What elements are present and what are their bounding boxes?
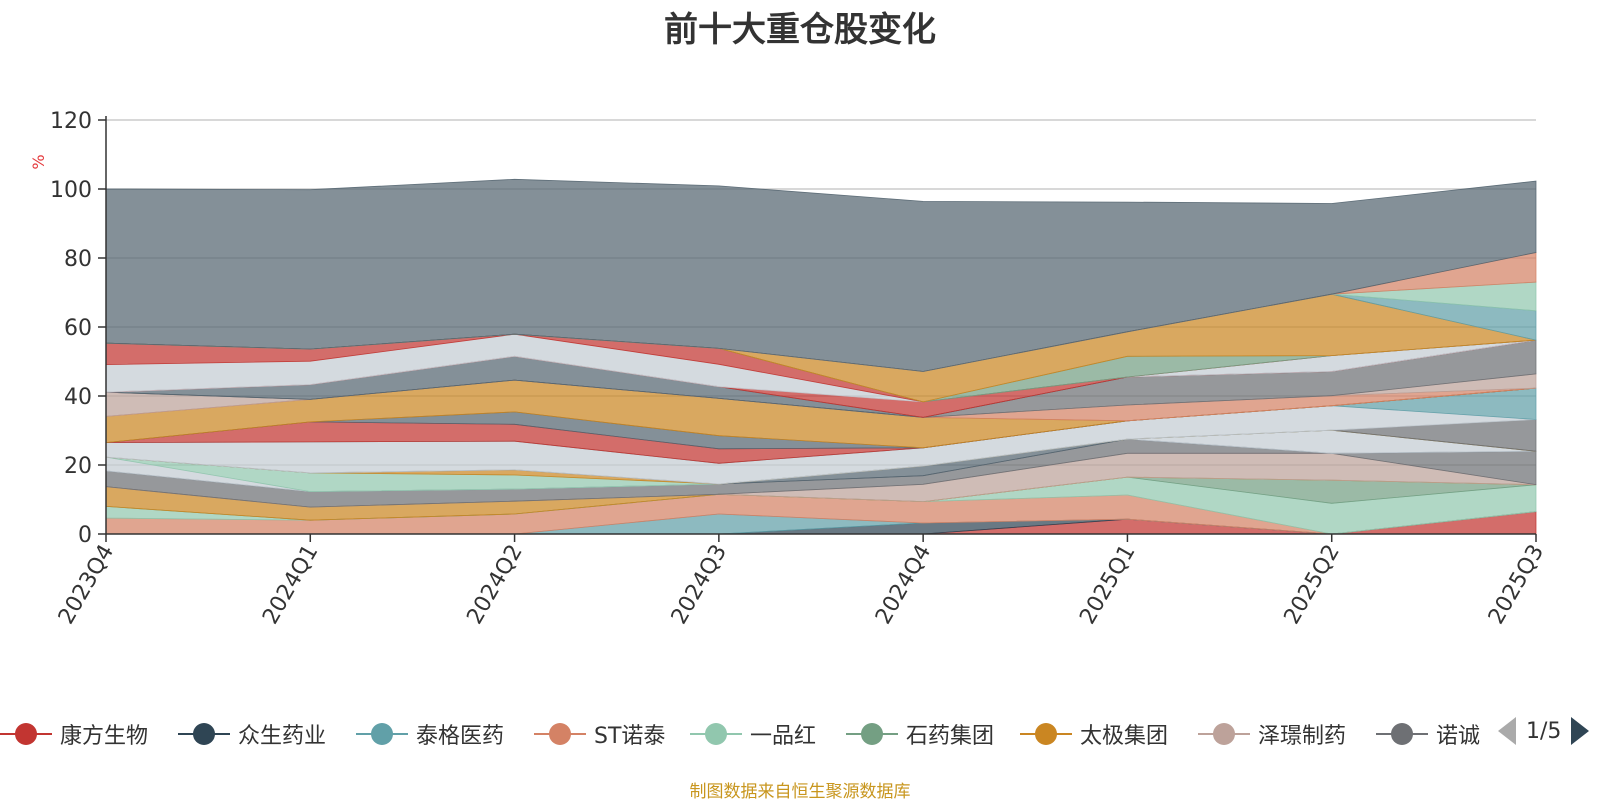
legend-label: 众生药业 (238, 724, 327, 749)
x-tick-label: 2024Q3 (667, 541, 732, 629)
legend-pager: 1/5 (1498, 717, 1590, 745)
legend-marker-icon (1020, 723, 1072, 745)
chart-title: 前十大重仓股变化 (664, 10, 936, 50)
legend-label: 一品红 (750, 724, 817, 749)
legend-item[interactable]: 众生药业 (178, 714, 326, 754)
legend-item[interactable]: ST诺泰 (534, 714, 665, 754)
y-axis-unit: % (29, 154, 48, 169)
y-tick-label: 120 (50, 109, 92, 134)
legend-marker-icon (356, 723, 408, 745)
y-tick-label: 0 (78, 523, 92, 548)
legend-item[interactable]: 太极集团 (1020, 714, 1168, 754)
y-tick-label: 20 (64, 454, 92, 479)
legend-item[interactable]: 泰格医药 (356, 714, 504, 754)
area-series (105, 178, 1537, 535)
x-tick-label: 2024Q1 (258, 541, 323, 629)
legend-label: 泰格医药 (416, 724, 505, 749)
legend-marker-icon (0, 723, 52, 745)
legend: 康方生物 众生药业 泰格医药 ST诺泰 一品红 石药集团 太极集团 泽璟制药 诺诚 (0, 714, 1600, 754)
area-series-32 (105, 178, 1537, 372)
y-tick-label: 60 (64, 316, 92, 341)
legend-label: 太极集团 (1080, 724, 1169, 749)
legend-label: ST诺泰 (594, 724, 666, 749)
legend-label: 康方生物 (60, 724, 149, 749)
legend-marker-icon (178, 723, 230, 745)
legend-item[interactable]: 诺诚 (1376, 714, 1480, 754)
legend-item[interactable]: 一品红 (690, 714, 816, 754)
x-tick-label: 2025Q3 (1484, 541, 1549, 629)
legend-marker-icon (1198, 723, 1250, 745)
pager-next-icon[interactable] (1571, 717, 1590, 745)
x-tick-label: 2023Q4 (54, 541, 119, 629)
legend-marker-icon (846, 723, 898, 745)
source-note: 制图数据来自恒生聚源数据库 (689, 782, 911, 802)
pager-prev-icon[interactable] (1498, 717, 1516, 745)
legend-item[interactable]: 泽璟制药 (1198, 714, 1346, 754)
y-tick-label: 100 (50, 178, 92, 203)
x-tick-label: 2025Q1 (1075, 541, 1140, 629)
legend-label: 石药集团 (906, 724, 995, 749)
x-tick-label: 2024Q4 (871, 541, 936, 629)
legend-marker-icon (690, 723, 742, 745)
y-tick-label: 80 (64, 247, 92, 272)
x-tick-label: 2025Q2 (1280, 541, 1345, 629)
y-tick-label: 40 (64, 385, 92, 410)
legend-label: 泽璟制药 (1258, 724, 1347, 749)
x-tick-label: 2024Q2 (462, 541, 527, 629)
legend-item[interactable]: 康方生物 (0, 714, 148, 754)
legend-marker-icon (534, 723, 586, 745)
legend-label: 诺诚 (1436, 724, 1481, 749)
pager-text: 1/5 (1526, 718, 1562, 744)
legend-item[interactable]: 石药集团 (846, 714, 994, 754)
legend-marker-icon (1376, 723, 1428, 745)
